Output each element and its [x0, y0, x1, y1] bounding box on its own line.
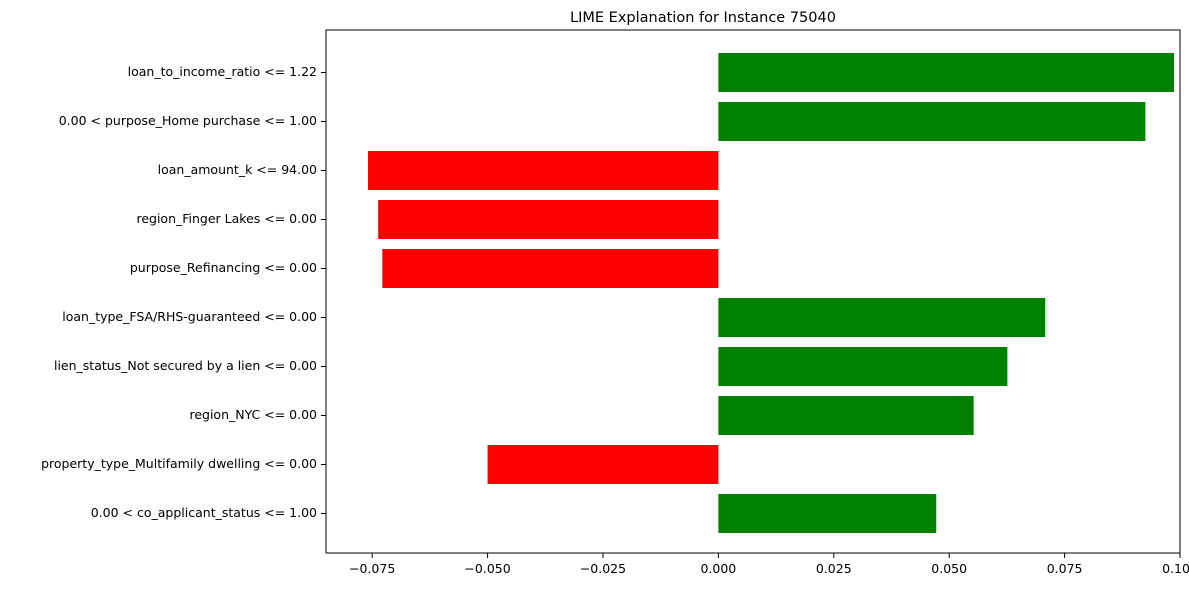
- bar-8: [487, 445, 719, 484]
- y-tick-label: 0.00 < co_applicant_status <= 1.00: [91, 505, 317, 520]
- x-tick-label: −0.025: [580, 561, 626, 576]
- bar-6: [718, 347, 1008, 386]
- y-tick-label: property_type_Multifamily dwelling <= 0.…: [41, 456, 317, 471]
- bar-7: [718, 396, 974, 435]
- y-tick-label: loan_amount_k <= 94.00: [158, 162, 317, 177]
- x-axis: −0.075 −0.050 −0.025 0.000 0.025 0.050 0.075 0.…: [349, 553, 1189, 576]
- x-tick-label: 0.075: [1047, 561, 1083, 576]
- bar-4: [382, 249, 719, 288]
- y-axis-labels: loan_to_income_ratio <= 1.22 0.00 < purpo…: [41, 64, 326, 520]
- bar-1: [718, 102, 1146, 141]
- y-tick-label: purpose_Refinancing <= 0.00: [130, 260, 317, 275]
- bar-0: [718, 53, 1174, 92]
- x-tick-label: 0.100: [1162, 561, 1189, 576]
- y-tick-label: region_NYC <= 0.00: [189, 407, 317, 422]
- bar-9: [718, 494, 937, 533]
- x-tick-label: 0.025: [816, 561, 852, 576]
- bar-3: [378, 200, 719, 239]
- y-tick-label: 0.00 < purpose_Home purchase <= 1.00: [59, 113, 317, 128]
- y-tick-label: region_Finger Lakes <= 0.00: [136, 211, 317, 226]
- bars-layer: [368, 53, 1174, 533]
- y-tick-label: loan_type_FSA/RHS-guaranteed <= 0.00: [62, 309, 317, 324]
- x-tick-label: 0.000: [700, 561, 736, 576]
- y-tick-label: loan_to_income_ratio <= 1.22: [128, 64, 317, 79]
- chart-title: LIME Explanation for Instance 75040: [570, 10, 836, 26]
- x-tick-label: 0.050: [931, 561, 967, 576]
- y-tick-label: lien_status_Not secured by a lien <= 0.0…: [54, 358, 317, 373]
- x-tick-label: −0.050: [464, 561, 510, 576]
- bar-5: [718, 298, 1046, 337]
- plot-frame: [325, 29, 1181, 554]
- bar-2: [368, 151, 719, 190]
- x-tick-label: −0.075: [349, 561, 395, 576]
